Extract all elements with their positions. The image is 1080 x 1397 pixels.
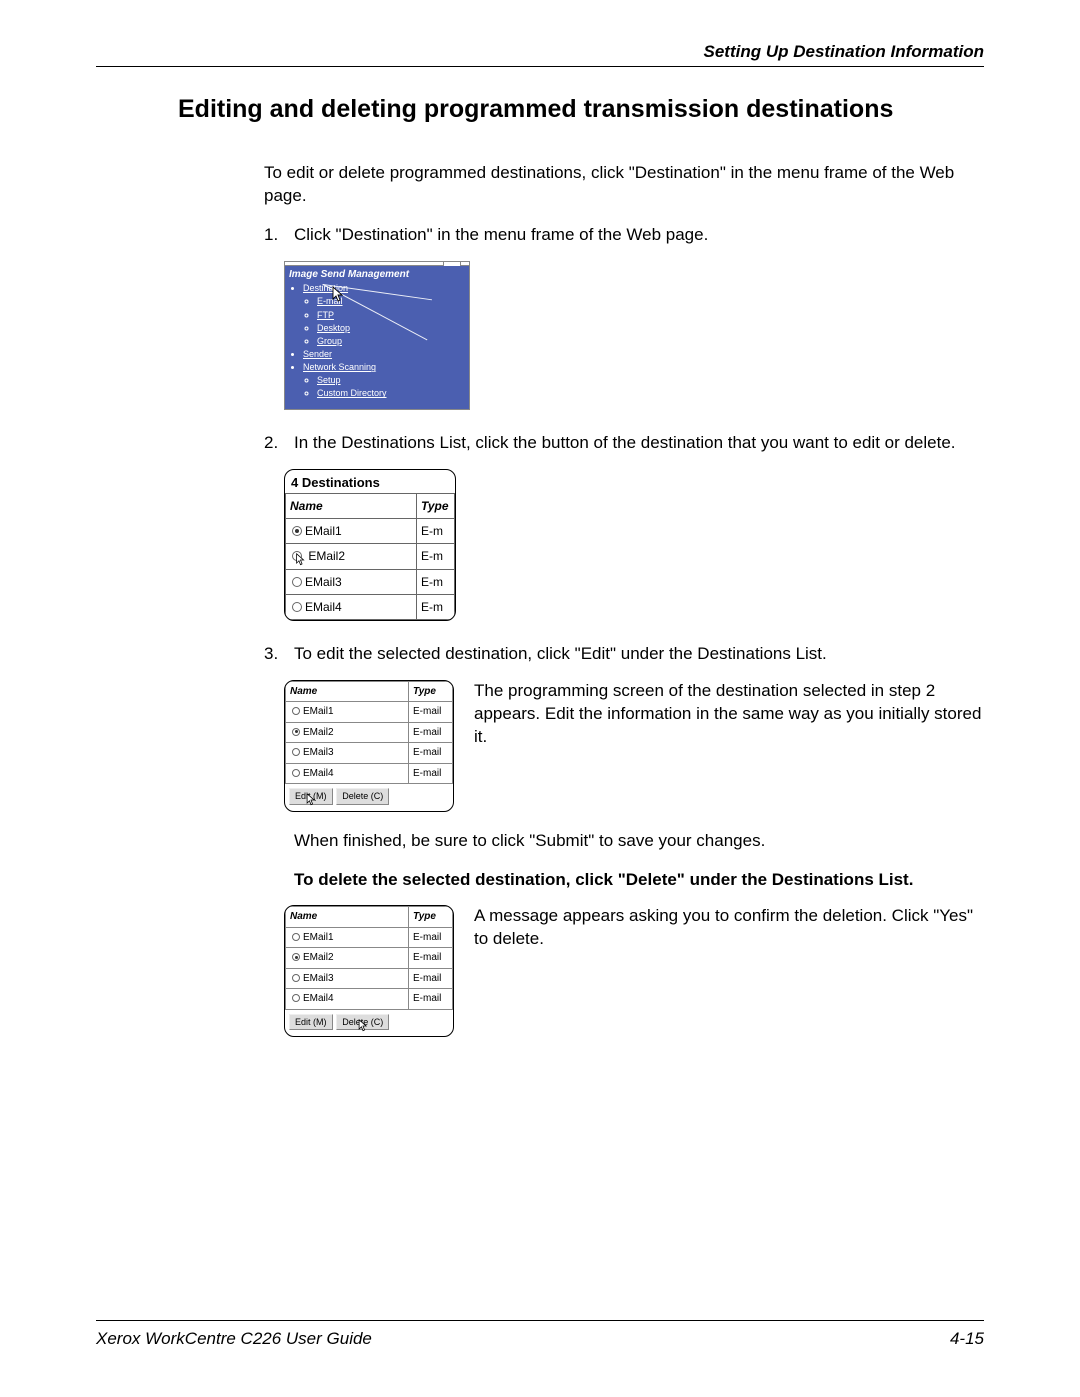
- figure-edit-table: Name Type EMail1E-mail EMail2E-mail EMai…: [284, 680, 454, 812]
- menu-group: Group: [317, 336, 342, 346]
- fig2-type: E-m: [417, 594, 455, 619]
- fig4-row: EMail2: [286, 948, 409, 969]
- figure-menu-frame: Image Send Management Destination E-mail…: [284, 261, 470, 410]
- menu-custom: Custom Directory: [317, 388, 387, 398]
- radio-icon: [292, 577, 302, 587]
- cursor-icon: [331, 286, 345, 304]
- step-1-text: Click "Destination" in the menu frame of…: [294, 224, 984, 247]
- footer-rule: [96, 1320, 984, 1321]
- step-2-text: In the Destinations List, click the butt…: [294, 432, 984, 455]
- step-3-description: The programming screen of the destinatio…: [474, 680, 984, 749]
- step-1-number: 1.: [264, 224, 294, 247]
- intro-text: To edit or delete programmed destination…: [264, 162, 984, 208]
- fig3-col-type: Type: [409, 681, 453, 702]
- figure-delete-row: Name Type EMail1E-mail EMail2E-mail EMai…: [264, 905, 984, 1037]
- step-3-text: To edit the selected destination, click …: [294, 643, 984, 666]
- fig4-row: EMail3: [286, 968, 409, 989]
- radio-icon: [292, 526, 302, 536]
- step-2-number: 2.: [264, 432, 294, 455]
- delete-instruction: To delete the selected destination, clic…: [294, 869, 984, 892]
- fig2-type: E-m: [417, 569, 455, 594]
- delete-button: Delete (C): [336, 1014, 389, 1030]
- radio-icon: [292, 602, 302, 612]
- fig1-title: Image Send Management: [289, 268, 465, 282]
- fig3-row: EMail1: [286, 702, 409, 723]
- delete-description: A message appears asking you to confirm …: [474, 905, 984, 951]
- fig4-col-name: Name: [286, 907, 409, 928]
- fig2-row: EMail2: [286, 544, 417, 569]
- menu-network: Network Scanning: [303, 362, 376, 372]
- cursor-icon: [305, 793, 316, 807]
- fig2-row: EMail3: [286, 569, 417, 594]
- step-3-number: 3.: [264, 643, 294, 666]
- footer-page-number: 4-15: [950, 1329, 984, 1349]
- menu-desktop: Desktop: [317, 323, 350, 333]
- fig4-col-type: Type: [409, 907, 453, 928]
- fig3-row: EMail2: [286, 722, 409, 743]
- section-header: Setting Up Destination Information: [96, 42, 984, 66]
- fig4-row: EMail4: [286, 989, 409, 1010]
- figure-destinations-list: 4 Destinations Name Type EMail1 E-m: [284, 469, 456, 621]
- delete-button: Delete (C): [336, 788, 389, 804]
- fig2-col-name: Name: [286, 494, 417, 519]
- cursor-icon: [295, 553, 306, 567]
- fig2-type: E-m: [417, 519, 455, 544]
- fig2-row: EMail4: [286, 594, 417, 619]
- fig3-col-name: Name: [286, 681, 409, 702]
- menu-ftp: FTP: [317, 310, 334, 320]
- fig4-row: EMail1: [286, 927, 409, 948]
- step-3: 3. To edit the selected destination, cli…: [264, 643, 984, 666]
- step-2: 2. In the Destinations List, click the b…: [264, 432, 984, 455]
- submit-note: When finished, be sure to click "Submit"…: [294, 830, 984, 853]
- header-rule: [96, 66, 984, 67]
- page-footer: Xerox WorkCentre C226 User Guide 4-15: [96, 1320, 984, 1349]
- edit-button: Edit (M): [289, 788, 333, 804]
- fig2-title: 4 Destinations: [285, 470, 455, 494]
- edit-button: Edit (M): [289, 1014, 333, 1030]
- cursor-icon: [357, 1019, 368, 1033]
- footer-left: Xerox WorkCentre C226 User Guide: [96, 1329, 372, 1349]
- page-title: Editing and deleting programmed transmis…: [178, 95, 984, 124]
- fig3-row: EMail4: [286, 763, 409, 784]
- figure-edit-row: Name Type EMail1E-mail EMail2E-mail EMai…: [264, 680, 984, 812]
- menu-setup: Setup: [317, 375, 341, 385]
- fig2-col-type: Type: [417, 494, 455, 519]
- fig2-row: EMail1: [286, 519, 417, 544]
- step-1: 1. Click "Destination" in the menu frame…: [264, 224, 984, 247]
- fig2-type: E-m: [417, 544, 455, 569]
- fig3-row: EMail3: [286, 743, 409, 764]
- figure-delete-table: Name Type EMail1E-mail EMail2E-mail EMai…: [284, 905, 454, 1037]
- menu-sender: Sender: [303, 349, 332, 359]
